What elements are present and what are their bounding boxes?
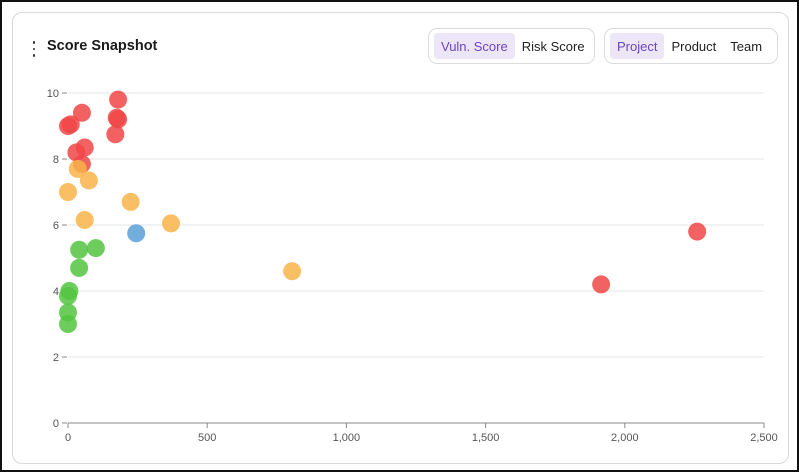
y-tick-label: 10 — [47, 88, 59, 100]
data-point[interactable] — [106, 125, 125, 144]
data-point[interactable] — [162, 214, 181, 233]
score-snapshot-card: Score Snapshot Vuln. Score Risk Score Pr… — [12, 12, 789, 464]
x-tick-label: 500 — [198, 432, 216, 444]
card-title: Score Snapshot — [47, 38, 158, 54]
y-tick-label: 2 — [53, 352, 59, 364]
data-point[interactable] — [121, 192, 140, 211]
data-point[interactable] — [59, 315, 77, 333]
team-button[interactable]: Team — [723, 33, 769, 59]
data-points — [59, 90, 707, 333]
data-point[interactable] — [72, 103, 91, 122]
y-tick-label: 8 — [53, 154, 59, 166]
data-point[interactable] — [127, 224, 146, 243]
risk-score-button[interactable]: Risk Score — [515, 33, 592, 59]
data-point[interactable] — [283, 262, 302, 281]
x-tick-label: 2,000 — [611, 432, 639, 444]
data-point[interactable] — [109, 110, 128, 129]
data-point[interactable] — [59, 183, 77, 201]
data-point[interactable] — [75, 211, 94, 230]
x-tick-label: 2,500 — [750, 432, 778, 444]
x-tick-label: 1,000 — [333, 432, 361, 444]
vuln-score-button[interactable]: Vuln. Score — [434, 33, 515, 59]
data-point[interactable] — [61, 115, 80, 134]
scatter-chart: 0 2 4 6 8 10 0 500 1,000 1,500 2,000 2,500 — [47, 88, 778, 444]
menu-dot — [32, 47, 36, 51]
group-toggle: Project Product Team — [604, 28, 778, 64]
x-tick-label: 0 — [65, 432, 71, 444]
y-tick-label: 6 — [53, 220, 59, 232]
product-button[interactable]: Product — [664, 33, 723, 59]
data-point[interactable] — [70, 258, 89, 277]
y-tick-label: 4 — [53, 286, 59, 298]
more-options-icon[interactable] — [31, 41, 37, 57]
data-point[interactable] — [86, 239, 105, 258]
data-point[interactable] — [109, 90, 128, 109]
grid-lines — [68, 92, 764, 358]
axes: 0 2 4 6 8 10 0 500 1,000 1,500 2,000 2,500 — [47, 88, 778, 444]
data-point[interactable] — [68, 159, 87, 178]
menu-dot — [32, 41, 36, 44]
data-point[interactable] — [688, 222, 707, 241]
y-tick-label: 0 — [53, 418, 59, 430]
data-point[interactable] — [70, 240, 89, 259]
x-tick-label: 1,500 — [472, 432, 500, 444]
data-point[interactable] — [79, 171, 98, 190]
data-point[interactable] — [592, 275, 611, 294]
data-point[interactable] — [59, 286, 77, 305]
menu-dot — [32, 54, 36, 57]
project-button[interactable]: Project — [610, 33, 665, 59]
metric-toggle: Vuln. Score Risk Score — [428, 28, 595, 64]
